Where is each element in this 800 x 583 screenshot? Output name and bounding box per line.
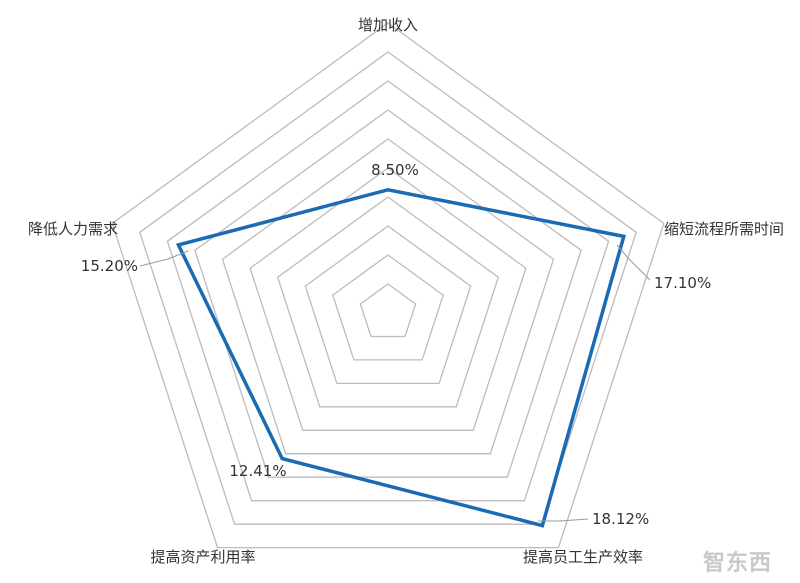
series-line — [175, 188, 626, 528]
grid-ring-6 — [221, 138, 555, 455]
axis-label-3: 提高员工生产效率 — [523, 548, 643, 566]
leader-line-2 — [616, 244, 651, 281]
grid-ring-1 — [359, 283, 417, 338]
watermark-logo: 智东西 — [702, 551, 772, 576]
grid-ring-9 — [139, 51, 637, 525]
radar-series — [175, 188, 626, 528]
grid-ring-8 — [166, 80, 610, 502]
data-label-5: 15.20% — [81, 257, 138, 275]
leader-line-5 — [139, 250, 189, 267]
data-label-1: 8.50% — [371, 161, 419, 179]
grid-ring-3 — [304, 225, 472, 385]
data-label-leaders — [139, 244, 651, 522]
grid-ring-7 — [194, 109, 582, 478]
grid-ring-4 — [276, 196, 500, 408]
axis-label-4: 提高资产利用率 — [150, 548, 255, 566]
data-labels: 8.50% 17.10% 18.12% 12.41% 15.20% — [81, 161, 711, 528]
grid-ring-5 — [249, 167, 527, 431]
grid-ring-2 — [332, 254, 444, 361]
data-label-3: 18.12% — [592, 510, 649, 528]
radar-grid — [111, 22, 665, 549]
axis-label-5: 降低人力需求 — [28, 220, 118, 238]
data-label-2: 17.10% — [654, 274, 711, 292]
leader-line-3 — [538, 518, 589, 522]
axis-label-1: 增加收入 — [358, 16, 418, 34]
data-label-4: 12.41% — [229, 462, 286, 480]
grid-ring-10 — [111, 22, 665, 549]
axis-label-2: 缩短流程所需时间 — [664, 220, 784, 238]
